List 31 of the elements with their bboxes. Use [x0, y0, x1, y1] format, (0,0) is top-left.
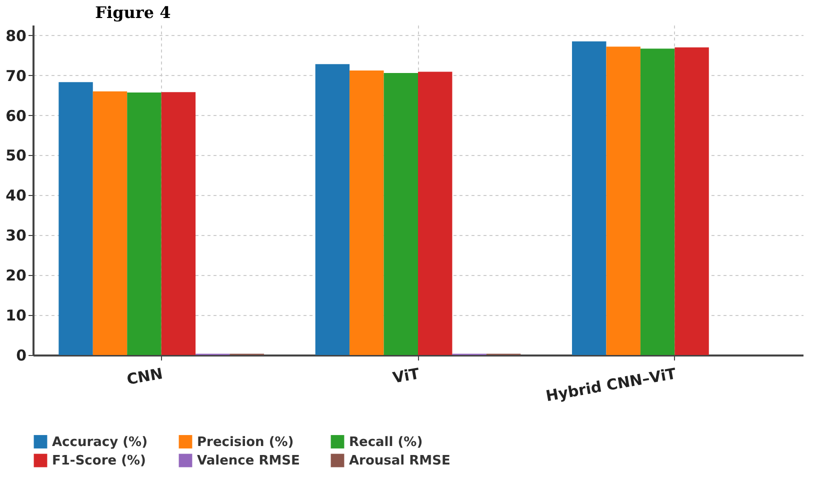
y-tick-label: 30 — [6, 226, 26, 245]
bar — [58, 82, 93, 355]
bar — [418, 72, 452, 355]
legend-label: Accuracy (%) — [52, 434, 148, 450]
bar — [92, 91, 128, 355]
bar — [640, 48, 675, 355]
bar — [384, 72, 418, 355]
legend-label: Valence RMSE — [197, 454, 300, 468]
bar — [674, 47, 709, 355]
x-tick-label: ViT — [391, 364, 422, 387]
bar — [161, 92, 196, 355]
y-tick-label: 70 — [6, 66, 26, 85]
legend-label: Arousal RMSE — [349, 454, 450, 468]
bar — [315, 64, 350, 355]
bar — [127, 92, 162, 355]
y-tick-label: 80 — [6, 26, 26, 45]
bar — [572, 41, 606, 355]
chart-title: Figure 4 — [95, 3, 171, 22]
y-tick-label: 60 — [6, 106, 26, 125]
y-tick-label: 10 — [6, 306, 26, 325]
x-tick-label: Hybrid CNN–ViT — [544, 364, 678, 406]
bar — [350, 70, 384, 355]
y-tick-label: 0 — [16, 346, 26, 364]
legend-label: F1-Score (%) — [52, 454, 146, 468]
y-tick-label: 50 — [6, 146, 26, 165]
y-tick-label: 40 — [6, 186, 26, 205]
legend-label: Recall (%) — [349, 434, 423, 450]
y-tick-label: 20 — [6, 266, 26, 285]
legend-label: Precision (%) — [197, 434, 294, 450]
bar — [606, 46, 640, 355]
x-tick-label: CNN — [125, 364, 164, 389]
